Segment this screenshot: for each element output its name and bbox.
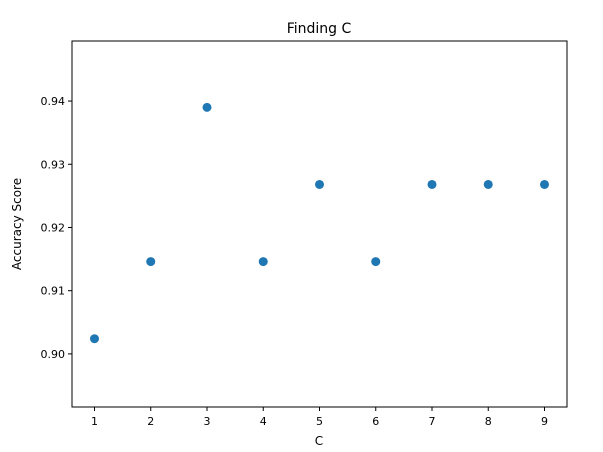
data-point xyxy=(483,179,493,189)
y-tick-label: 0.93 xyxy=(41,158,66,171)
data-points xyxy=(90,102,549,344)
data-point xyxy=(371,257,381,267)
chart-title: Finding C xyxy=(287,21,352,37)
data-point xyxy=(258,257,268,267)
x-axis-label: C xyxy=(315,434,323,448)
y-axis: 0.90 0.91 0.92 0.93 0.94 xyxy=(41,95,72,361)
x-axis: 1 2 3 4 5 6 7 8 9 xyxy=(91,407,548,428)
x-tick-label: 5 xyxy=(316,415,323,428)
y-tick-label: 0.90 xyxy=(41,348,66,361)
x-tick-label: 4 xyxy=(260,415,267,428)
y-tick-label: 0.91 xyxy=(41,285,66,298)
y-tick-label: 0.94 xyxy=(41,95,66,108)
x-tick-label: 2 xyxy=(147,415,154,428)
plot-frame xyxy=(71,40,568,408)
x-tick-label: 8 xyxy=(485,415,492,428)
y-axis-label: Accuracy Score xyxy=(10,178,24,270)
x-tick-label: 1 xyxy=(91,415,98,428)
x-tick-label: 3 xyxy=(204,415,211,428)
data-point xyxy=(202,102,212,112)
x-tick-label: 9 xyxy=(541,415,548,428)
data-point xyxy=(90,334,99,344)
data-point xyxy=(315,179,324,189)
y-tick-label: 0.92 xyxy=(41,221,66,234)
data-point xyxy=(427,179,437,189)
x-tick-label: 6 xyxy=(372,415,379,428)
data-point xyxy=(540,179,549,189)
x-tick-label: 7 xyxy=(429,415,436,428)
data-point xyxy=(146,257,156,267)
